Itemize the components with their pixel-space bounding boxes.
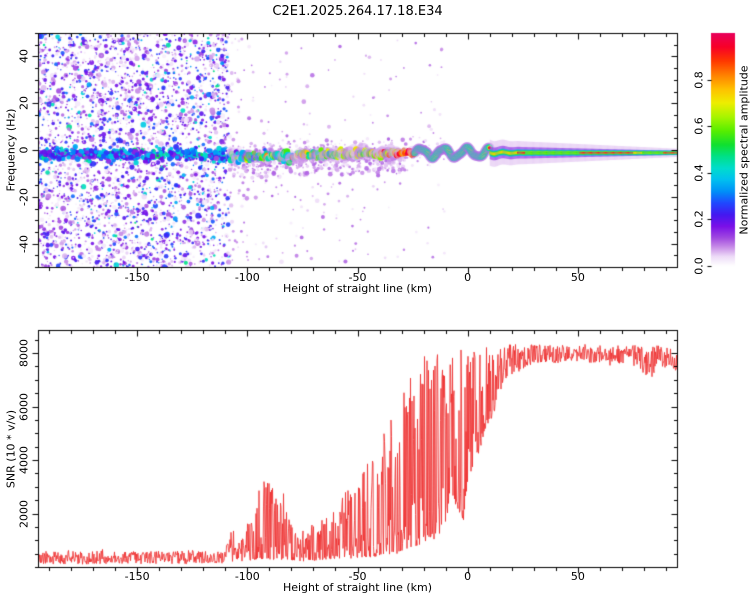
snr-x-axis-label: Height of straight line (km) [282,581,433,594]
frequency-tick-label: 0 [17,146,31,154]
colorbar-tick-label: 0.6 [692,117,706,135]
frequency-axis-label: Frequency (Hz) [4,108,18,192]
snr-x-tick-label: -50 [348,570,367,583]
snr-axis-label: SNR (10 * v/v) [4,409,18,488]
snr-x-tick-label: -100 [234,570,260,583]
colorbar-tick-label: 0.0 [692,257,706,275]
spectrogram-x-tick-label: -150 [124,271,150,284]
frequency-tick-label: -20 [17,187,31,206]
spectrogram-x-tick-label: -100 [234,271,260,284]
colorbar-tick-label: 0.2 [692,210,706,229]
spectrogram-x-tick-label: -50 [348,271,367,284]
snr-tick-label: 2000 [17,499,31,528]
snr-tick-label: 6000 [17,392,31,421]
snr-x-tick-label: 0 [464,570,472,583]
frequency-tick-label: -40 [17,234,31,253]
colorbar-label: Normalized spectral amplitude [737,64,750,235]
frequency-tick-label: 20 [17,96,31,111]
spectrogram-x-axis-label: Height of straight line (km) [282,282,433,295]
snr-x-tick-label: -150 [124,570,150,583]
snr-tick-label: 4000 [17,446,31,474]
snr-tick-label: 8000 [17,339,31,367]
spectrogram-x-tick-label: 50 [570,271,585,284]
snr-x-tick-label: 50 [570,570,585,583]
figure-title: C2E1.2025.264.17.18.E34 [272,4,443,19]
colorbar-tick-label: 0.4 [692,164,706,182]
frequency-tick-label: 40 [17,49,31,64]
spectrogram-x-tick-label: 0 [464,271,472,284]
colorbar-tick-label: 0.8 [692,70,706,89]
